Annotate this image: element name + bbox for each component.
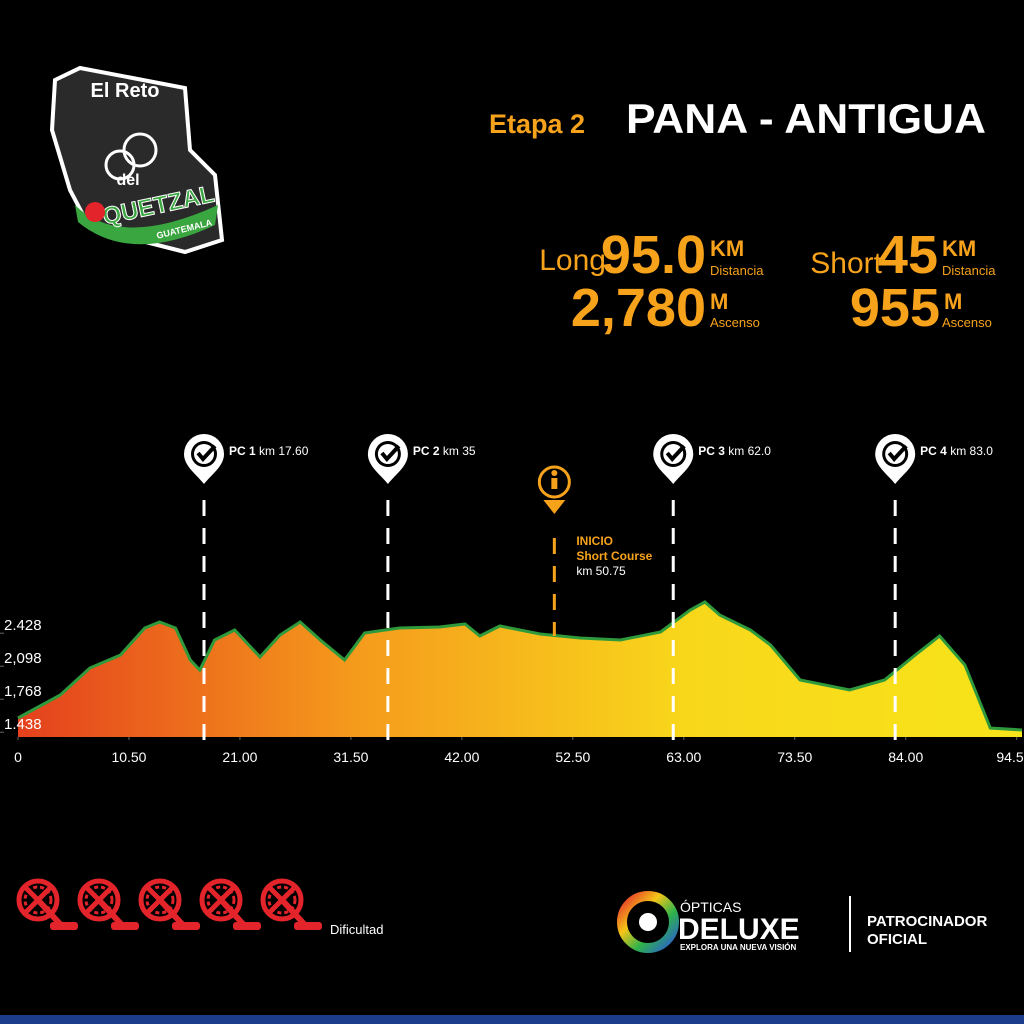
x-tick-label: 42.00: [444, 749, 479, 765]
stat-distance: 95.0: [601, 225, 706, 285]
y-tick-label: 1.438: [4, 716, 42, 733]
route-title: PANA - ANTIGUA: [626, 95, 986, 142]
stat-ascent: 955: [850, 278, 940, 338]
stat-unit: KM: [710, 236, 744, 261]
difficulty-icon: [141, 881, 200, 930]
sponsor-tagline: EXPLORA UNA NUEVA VISIÓN: [680, 943, 797, 952]
checkpoint-pin: [873, 432, 918, 486]
logo-top: El Reto: [91, 80, 160, 102]
checkpoint-label: PC 4 km 83.0: [920, 444, 993, 458]
stat-caption: Ascenso: [710, 315, 760, 330]
stat-unit: M: [944, 289, 962, 314]
sponsor-role: PATROCINADOR: [867, 913, 987, 930]
difficulty-icon: [202, 881, 261, 930]
stat-caption: Ascenso: [942, 315, 992, 330]
checkpoint-km: km 35: [443, 444, 476, 458]
stat-distance: 45: [878, 225, 938, 285]
stat-label: Short: [810, 247, 882, 280]
logo: El Reto del QUETZAL GUATEMALA: [49, 65, 225, 255]
stat-ascent: 2,780: [571, 278, 706, 338]
difficulty: Dificultad: [19, 881, 383, 937]
start-arrow: [543, 500, 566, 514]
checkpoint-name: PC 1: [229, 444, 256, 458]
y-tick-label: 2,098: [4, 650, 42, 667]
x-tick-label: 73.50: [777, 749, 812, 765]
y-tick-label: 1,768: [4, 683, 42, 700]
elevation-chart: 2.428 2,098 1,768 1.438 0 10.50 21.00 31.50 42.0…: [0, 432, 1024, 765]
start-icon: [551, 470, 558, 476]
footer-bar: [0, 1015, 1024, 1024]
checkpoint-km: km 62.0: [728, 444, 771, 458]
difficulty-icon: [263, 881, 322, 930]
x-tick-label: 21.00: [222, 749, 257, 765]
checkpoint-pin: [182, 432, 227, 486]
checkpoint-label: PC 1 km 17.60: [229, 444, 309, 458]
stats-short: Short 45 KM Distancia 955 M Ascenso: [810, 225, 996, 338]
x-tick-label: 94.5: [996, 749, 1023, 765]
y-tick-label: 2.428: [4, 617, 42, 634]
x-tick-label: 10.50: [111, 749, 146, 765]
sponsor-role: OFICIAL: [867, 931, 927, 948]
start-icon: [537, 465, 571, 499]
checkpoint-km: km 17.60: [259, 444, 309, 458]
checkpoint-name: PC 3: [698, 444, 725, 458]
x-tick-label: 52.50: [555, 749, 590, 765]
checkpoint-label: PC 3 km 62.0: [698, 444, 771, 458]
stats-long: Long 95.0 KM Distancia 2,780 M Ascenso: [539, 225, 764, 338]
x-tick-label: 63.00: [666, 749, 701, 765]
elevation-line: [17, 600, 1023, 732]
checkpoint-km: km 83.0: [950, 444, 993, 458]
stat-label: Long: [539, 244, 606, 277]
x-tick-label: 0: [14, 749, 22, 765]
area-fill: [18, 602, 1022, 737]
x-tick-label: 84.00: [888, 749, 923, 765]
difficulty-icon: [80, 881, 139, 930]
start-label: INICIO: [576, 534, 613, 548]
start-icon: [551, 478, 558, 489]
stat-caption: Distancia: [710, 263, 764, 278]
sponsor-brand: DELUXE: [678, 913, 800, 946]
checkpoint-name: PC 4: [920, 444, 947, 458]
stat-caption: Distancia: [942, 263, 996, 278]
stat-unit: KM: [942, 236, 976, 261]
stat-unit: M: [710, 289, 728, 314]
sponsor-brand-top: ÓPTICAS: [680, 899, 741, 915]
difficulty-icon: [19, 881, 78, 930]
checkpoint-pin: [651, 432, 696, 486]
logo-middle: del: [116, 172, 139, 189]
x-tick-label: 31.50: [333, 749, 368, 765]
start-km: km 50.75: [576, 564, 626, 578]
stage: Etapa 2: [489, 109, 585, 139]
checkpoint-label: PC 2 km 35: [413, 444, 476, 458]
checkpoint-pin: [365, 432, 410, 486]
difficulty-label: Dificultad: [330, 922, 383, 937]
checkpoint-name: PC 2: [413, 444, 440, 458]
sponsor: ÓPTICAS DELUXE EXPLORA UNA NUEVA VISIÓN …: [617, 891, 987, 953]
start-label: Short Course: [576, 549, 652, 563]
